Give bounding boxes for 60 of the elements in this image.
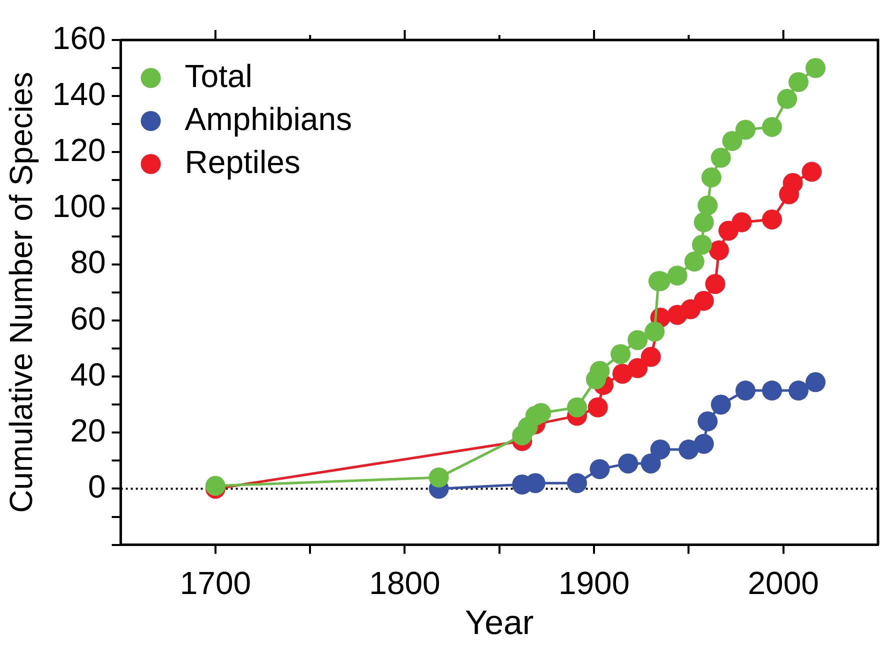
point: [777, 88, 798, 109]
y-tick-label: 80: [70, 244, 106, 280]
point: [694, 434, 714, 454]
point: [692, 234, 712, 255]
point: [762, 116, 782, 137]
legend-label: Total: [184, 58, 252, 94]
point: [710, 394, 731, 415]
y-tick-label: 100: [52, 188, 106, 224]
point: [640, 346, 661, 367]
point: [590, 360, 610, 381]
point: [590, 459, 610, 480]
y-axis-title: Cumulative Number of Species: [3, 72, 40, 513]
point: [644, 322, 665, 342]
point: [701, 167, 722, 188]
x-tick-label: 1800: [369, 564, 440, 601]
point: [698, 195, 718, 216]
point: [588, 397, 608, 418]
point: [762, 209, 782, 230]
point: [802, 162, 822, 182]
point: [694, 212, 714, 232]
y-tick-label: 0: [88, 468, 106, 505]
point: [678, 439, 699, 460]
point: [567, 397, 588, 418]
x-axis-title: Year: [465, 604, 534, 642]
point: [694, 290, 714, 311]
y-tick-label: 140: [52, 76, 106, 112]
y-tick-label: 160: [52, 20, 106, 56]
point: [610, 344, 631, 364]
point: [806, 58, 826, 78]
point: [735, 120, 756, 140]
point: [710, 148, 731, 168]
point: [735, 380, 756, 401]
x-tick-label: 2000: [748, 564, 819, 601]
point: [684, 252, 704, 272]
point: [806, 372, 826, 392]
point: [667, 266, 688, 286]
point: [782, 173, 803, 194]
y-tick-label: 120: [52, 132, 106, 168]
point: [705, 274, 726, 294]
y-tick-label: 20: [70, 412, 106, 448]
point: [788, 72, 808, 92]
point: [628, 330, 648, 350]
point: [732, 212, 752, 232]
point: [788, 380, 808, 401]
point: [428, 467, 449, 488]
point: [628, 358, 648, 378]
point: [650, 439, 670, 460]
point: [708, 240, 729, 260]
point: [640, 453, 661, 474]
point: [722, 130, 742, 151]
x-tick-label: 1900: [558, 564, 630, 601]
point: [762, 380, 782, 401]
point: [618, 453, 638, 474]
point: [567, 473, 588, 494]
x-tick-label: 1700: [180, 564, 252, 601]
y-tick-label: 60: [70, 300, 106, 336]
legend-label: Reptiles: [184, 144, 300, 180]
point: [698, 411, 718, 432]
y-tick-label: 40: [70, 356, 106, 392]
legend-label: Amphibians: [184, 100, 352, 137]
